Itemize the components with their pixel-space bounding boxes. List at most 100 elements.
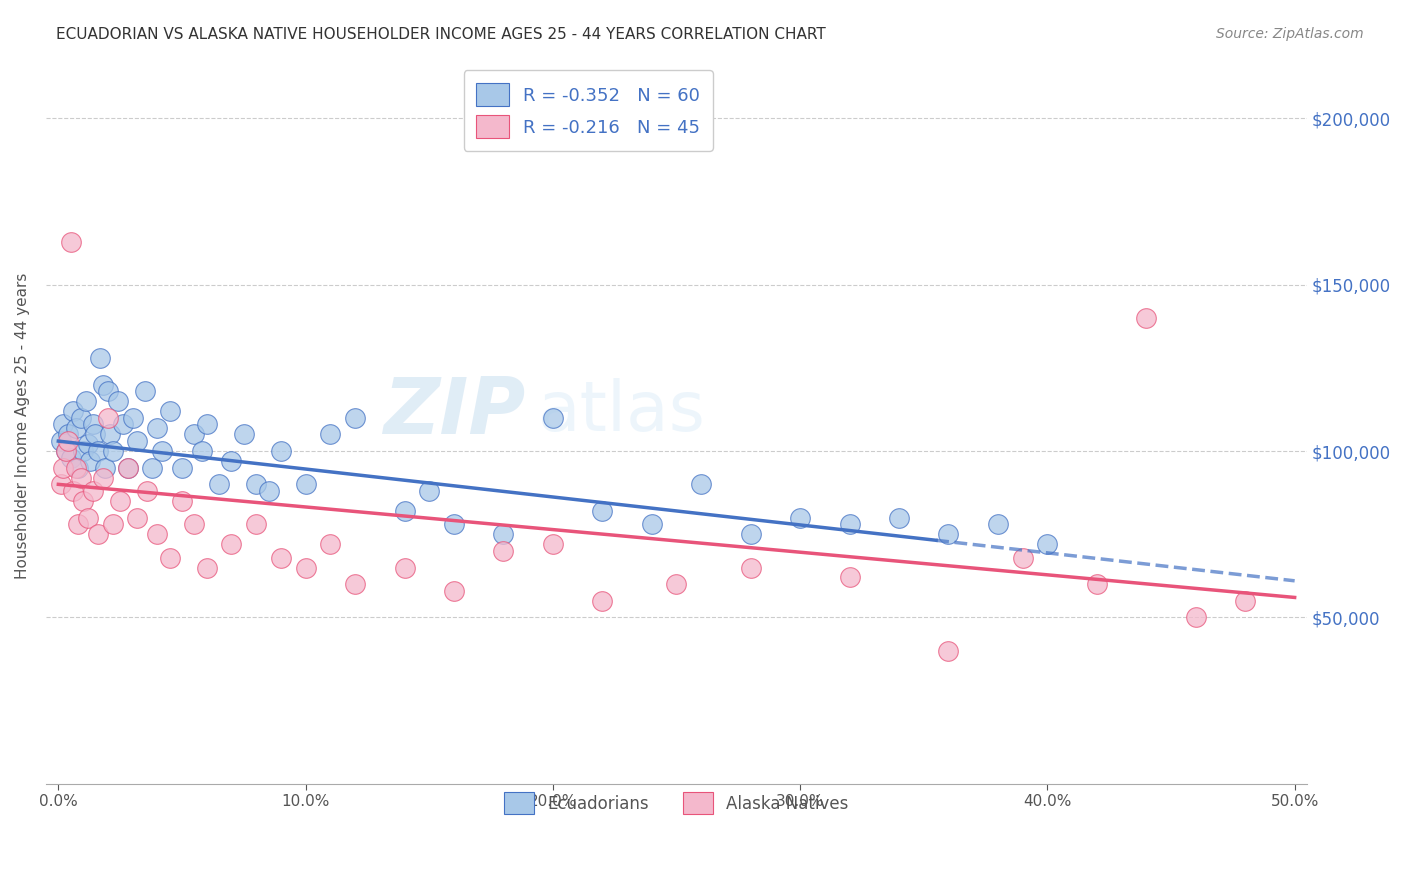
Point: [541, 537, 564, 551]
Point: [740, 560, 762, 574]
Point: [82, 483, 104, 498]
Point: [127, 434, 149, 449]
Point: [108, 494, 131, 508]
Point: [141, 460, 163, 475]
Point: [221, 454, 243, 468]
Point: [77, 510, 100, 524]
Point: [938, 643, 960, 657]
Point: [52, 417, 75, 432]
Point: [65, 460, 87, 475]
Point: [136, 483, 159, 498]
Point: [270, 550, 292, 565]
Point: [294, 477, 316, 491]
Point: [591, 504, 613, 518]
Point: [319, 537, 342, 551]
Point: [1135, 311, 1157, 326]
Point: [59, 450, 82, 465]
Point: [183, 517, 205, 532]
Point: [838, 517, 860, 532]
Point: [87, 527, 110, 541]
Point: [195, 560, 218, 574]
Point: [87, 444, 110, 458]
Point: [84, 427, 107, 442]
Point: [58, 427, 80, 442]
Point: [418, 483, 440, 498]
Text: ZIP: ZIP: [382, 374, 526, 450]
Point: [79, 454, 101, 468]
Point: [67, 460, 90, 475]
Legend: Ecuadorians, Alaska Natives: Ecuadorians, Alaska Natives: [494, 780, 860, 825]
Point: [887, 510, 910, 524]
Point: [117, 460, 139, 475]
Point: [107, 394, 129, 409]
Point: [91, 471, 114, 485]
Text: ECUADORIAN VS ALASKA NATIVE HOUSEHOLDER INCOME AGES 25 - 44 YEARS CORRELATION CH: ECUADORIAN VS ALASKA NATIVE HOUSEHOLDER …: [56, 27, 825, 42]
Point: [69, 410, 91, 425]
Point: [59, 235, 82, 249]
Point: [294, 560, 316, 574]
Point: [67, 517, 90, 532]
Point: [492, 527, 515, 541]
Point: [89, 351, 111, 365]
Point: [91, 377, 114, 392]
Point: [492, 544, 515, 558]
Point: [394, 560, 416, 574]
Point: [257, 483, 280, 498]
Text: atlas: atlas: [537, 378, 706, 445]
Point: [72, 444, 94, 458]
Point: [1184, 610, 1206, 624]
Point: [665, 577, 688, 591]
Point: [101, 517, 124, 532]
Point: [62, 483, 84, 498]
Point: [838, 570, 860, 584]
Point: [159, 404, 181, 418]
Point: [208, 477, 231, 491]
Point: [1234, 594, 1257, 608]
Point: [319, 427, 342, 442]
Point: [65, 421, 87, 435]
Point: [121, 410, 143, 425]
Point: [541, 410, 564, 425]
Point: [111, 417, 134, 432]
Point: [690, 477, 713, 491]
Point: [97, 410, 120, 425]
Point: [58, 434, 80, 449]
Point: [170, 494, 193, 508]
Point: [344, 577, 367, 591]
Point: [1036, 537, 1059, 551]
Point: [245, 477, 267, 491]
Point: [221, 537, 243, 551]
Point: [117, 460, 139, 475]
Point: [270, 444, 292, 458]
Point: [55, 444, 77, 458]
Point: [740, 527, 762, 541]
Point: [232, 427, 254, 442]
Point: [195, 417, 218, 432]
Point: [49, 477, 72, 491]
Point: [938, 527, 960, 541]
Point: [97, 384, 120, 399]
Point: [170, 460, 193, 475]
Point: [1011, 550, 1033, 565]
Point: [344, 410, 367, 425]
Point: [789, 510, 811, 524]
Point: [134, 384, 156, 399]
Point: [641, 517, 664, 532]
Point: [146, 527, 169, 541]
Point: [146, 421, 169, 435]
Point: [49, 434, 72, 449]
Text: Source: ZipAtlas.com: Source: ZipAtlas.com: [1216, 27, 1364, 41]
Point: [159, 550, 181, 565]
Point: [62, 404, 84, 418]
Point: [190, 444, 212, 458]
Point: [82, 417, 104, 432]
Point: [150, 444, 173, 458]
Point: [443, 583, 465, 598]
Point: [101, 444, 124, 458]
Y-axis label: Householder Income Ages 25 - 44 years: Householder Income Ages 25 - 44 years: [15, 273, 30, 579]
Point: [987, 517, 1010, 532]
Point: [98, 427, 121, 442]
Point: [52, 460, 75, 475]
Point: [443, 517, 465, 532]
Point: [94, 460, 117, 475]
